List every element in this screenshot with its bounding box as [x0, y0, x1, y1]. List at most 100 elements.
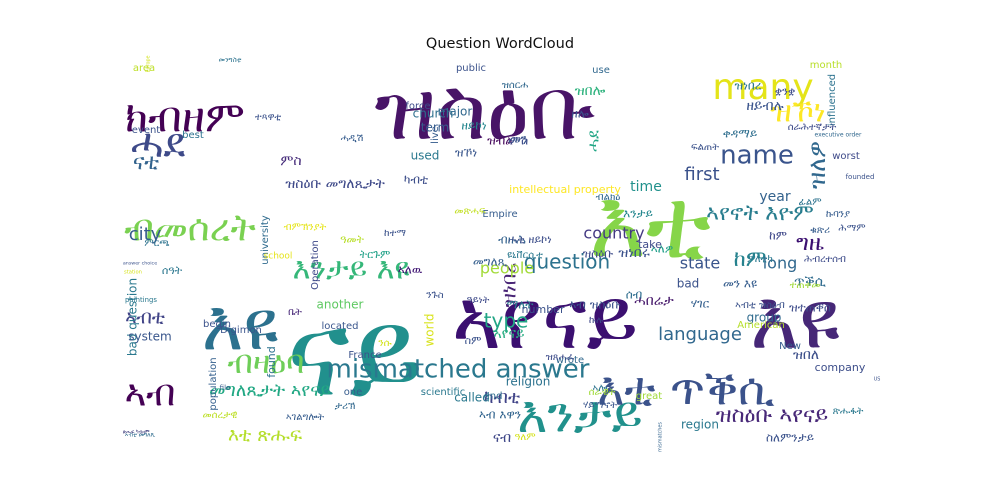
- word-150: ኣሎ: [593, 383, 608, 394]
- word-48: year: [759, 189, 790, 205]
- word-128: founded: [846, 173, 875, 181]
- word-129: executive order: [815, 132, 862, 139]
- word-79: ኣለዎ: [651, 242, 674, 256]
- chart-title: Question WordCloud: [425, 36, 575, 52]
- word-3: እቲ: [589, 167, 711, 279]
- word-119: area: [133, 63, 155, 74]
- word-76: ኣለዉ: [398, 263, 423, 277]
- word-88: major: [438, 105, 473, 119]
- word-25: question: [524, 250, 610, 274]
- word-166: መንግስቲ: [219, 56, 242, 64]
- word-51: ዝበሎ: [575, 83, 606, 99]
- word-84: world: [423, 313, 437, 346]
- word-57: state: [680, 254, 721, 273]
- word-96: company: [815, 361, 866, 374]
- word-148: ዩኒቨርሲቲ: [507, 250, 543, 261]
- word-155: ብምኽንያት: [284, 222, 327, 233]
- word-144: ኩባንያ: [826, 209, 850, 220]
- word-154: ዝሰርሐ: [502, 80, 529, 91]
- word-125: US: [874, 377, 881, 383]
- word-82: used: [411, 149, 440, 163]
- word-40: ናብ: [493, 430, 511, 446]
- word-112: end: [484, 391, 503, 402]
- word-146: ሰራዊት: [589, 387, 616, 398]
- word-92: take: [638, 238, 662, 251]
- word-28: ከም: [734, 247, 767, 272]
- word-156: ፖለቲካ: [747, 254, 773, 265]
- word-168: ፍልጠት: [691, 142, 719, 153]
- word-109: great: [636, 391, 663, 402]
- word-159: ምርጫ: [144, 238, 169, 249]
- word-86: religion: [506, 375, 551, 389]
- word-103: Empire: [482, 209, 517, 220]
- word-73: ኣብ ዝስዕቡ: [569, 298, 621, 312]
- word-64: ዝስዕቡ: [583, 247, 615, 261]
- word-90: church: [413, 107, 454, 121]
- word-106: New: [779, 341, 801, 352]
- word-130: intellectual property: [509, 183, 621, 196]
- word-72: ማለት: [507, 298, 534, 312]
- word-116: force: [405, 101, 430, 112]
- word-121: influenced: [827, 74, 838, 126]
- word-80: እንታይ: [623, 207, 653, 221]
- word-123: school: [264, 252, 293, 262]
- word-164: ጽሑፋት: [833, 406, 864, 417]
- word-141: ዓለም: [514, 432, 535, 443]
- word-8: እዩ: [202, 284, 279, 366]
- word-87: another: [317, 298, 364, 312]
- word-108: begin: [203, 319, 231, 330]
- word-75: ብዙሕ: [498, 233, 526, 247]
- word-122: worst: [832, 151, 860, 162]
- word-131: ቋንቋ: [775, 85, 796, 98]
- word-132: ሰዓት: [162, 264, 183, 277]
- word-134: ትርጉም: [360, 248, 391, 261]
- word-21: ጽሑፍ ካብዘም: [123, 431, 150, 436]
- word-53: ዝተጠቐሰ: [789, 301, 831, 315]
- word-32: city: [129, 224, 162, 245]
- word-163: ብልክዕ: [596, 192, 621, 203]
- word-14: ብዛዕባ: [228, 343, 305, 381]
- word-99: located: [322, 321, 359, 332]
- word-143: ዓይነት: [467, 295, 490, 306]
- word-61: bad: [677, 277, 700, 291]
- word-58: ከም: [769, 229, 787, 243]
- word-52: ስለምንታይ: [766, 431, 814, 445]
- word-54: መግለጺ: [473, 255, 508, 269]
- word-59: ዝነበሩ: [618, 245, 650, 261]
- word-160: መሰረታዊ: [203, 410, 238, 421]
- word-147: ንጉስ: [426, 290, 444, 301]
- word-126: file: [220, 384, 231, 392]
- word-69: ሃገር: [691, 297, 710, 311]
- word-152: ኣብቲ ዝስዕብ: [735, 300, 785, 311]
- word-62: ሓደ: [584, 130, 603, 152]
- word-42: ኣብ እዋን: [479, 408, 521, 422]
- word-55: ኣየናይ: [493, 326, 524, 342]
- word-124: station: [124, 270, 142, 276]
- word-165: ሕብረተሰብ: [804, 254, 846, 265]
- word-102: Europe: [146, 55, 152, 72]
- word-47: ካብቲ: [404, 173, 428, 187]
- word-12: many: [712, 67, 813, 108]
- word-105: Operation: [310, 240, 321, 290]
- word-158: ሰራሕተኛታት: [788, 122, 837, 133]
- word-9: እንታይ: [517, 385, 642, 444]
- word-24: መግለጺታት ኣየናይ: [209, 380, 331, 401]
- word-95: university: [260, 215, 271, 265]
- word-145: ታሪኽ: [335, 401, 356, 412]
- word-118: use: [592, 65, 610, 76]
- word-135: ቤት: [288, 307, 302, 318]
- word-101: France: [348, 350, 381, 361]
- word-142: ሃይማኖት: [583, 400, 617, 411]
- word-70: ቀዳማይ: [723, 127, 758, 141]
- word-93: found: [265, 346, 278, 378]
- word-4: ናይ: [286, 285, 423, 424]
- word-161: ተጻዋቲ: [255, 112, 281, 123]
- word-136: ዓመት: [340, 233, 364, 246]
- word-16: ዝኾነ: [770, 95, 825, 130]
- word-153: ሓዲሽ: [341, 133, 364, 144]
- word-97: region: [681, 418, 719, 432]
- word-0: ክብዘም: [125, 93, 245, 143]
- word-149: ዝጸሓፈ: [546, 352, 575, 363]
- word-117: public: [456, 63, 486, 74]
- word-140: ስም: [465, 334, 482, 347]
